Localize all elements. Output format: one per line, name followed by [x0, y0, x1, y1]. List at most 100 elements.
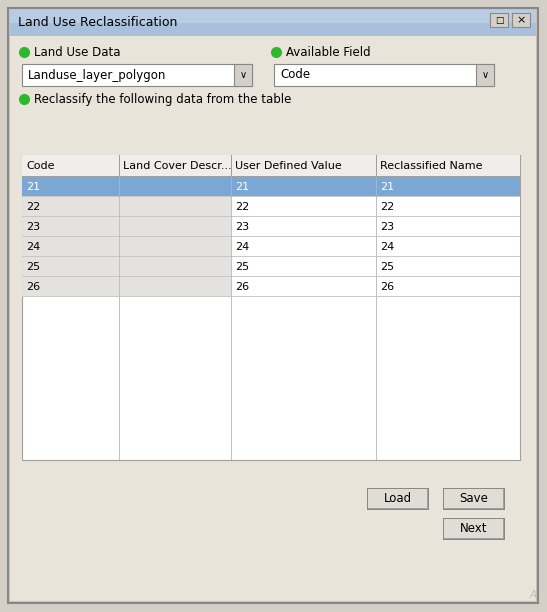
Bar [119, 155, 120, 177]
Text: Available Field: Available Field [286, 45, 371, 59]
Bar [22, 276, 520, 277]
Bar [119, 277, 120, 297]
Text: A: A [530, 590, 537, 600]
Bar [368, 489, 428, 509]
Text: 26: 26 [26, 282, 40, 292]
Text: User Defined Value: User Defined Value [235, 161, 342, 171]
Text: Land Cover Descr...: Land Cover Descr... [123, 161, 232, 171]
Bar [22, 155, 520, 460]
Bar [231, 257, 520, 277]
Text: 22: 22 [26, 202, 40, 212]
Text: 25: 25 [380, 262, 394, 272]
Text: Reclassified Name: Reclassified Name [380, 161, 482, 171]
Bar [444, 519, 504, 539]
Bar [444, 519, 504, 539]
Bar [119, 177, 120, 460]
Bar [10, 10, 536, 36]
Text: 22: 22 [380, 202, 394, 212]
Bar [231, 237, 232, 257]
Bar [444, 508, 504, 509]
Text: 25: 25 [235, 262, 249, 272]
Bar [119, 197, 120, 217]
Bar [231, 217, 520, 237]
Bar [376, 177, 377, 197]
Bar [22, 296, 520, 297]
Bar [231, 177, 232, 460]
Text: Land Use Data: Land Use Data [34, 45, 120, 59]
Bar [22, 277, 231, 297]
Text: 22: 22 [235, 202, 249, 212]
Bar [367, 488, 429, 510]
Text: 21: 21 [380, 182, 394, 192]
Text: □: □ [494, 15, 503, 24]
Bar [22, 64, 252, 86]
Bar [444, 489, 504, 509]
Bar [231, 197, 232, 217]
Bar [368, 489, 428, 509]
Bar [503, 489, 504, 509]
Text: Reclassify the following data from the table: Reclassify the following data from the t… [34, 92, 292, 105]
Bar [22, 196, 520, 197]
Bar [376, 257, 377, 277]
Text: 25: 25 [26, 262, 40, 272]
Bar [376, 155, 377, 177]
Bar [512, 13, 530, 27]
Bar [231, 217, 232, 237]
Bar [231, 237, 520, 257]
Text: Landuse_layer_polygon: Landuse_layer_polygon [28, 69, 166, 81]
Bar [231, 277, 232, 297]
Bar [119, 217, 120, 237]
Text: 24: 24 [235, 242, 249, 252]
Bar [22, 217, 231, 237]
Bar [22, 177, 520, 197]
Bar [10, 23, 536, 36]
Bar [368, 508, 428, 509]
Bar [376, 217, 377, 237]
Bar [476, 64, 494, 86]
Bar [376, 197, 377, 217]
Bar [22, 256, 520, 257]
Bar [234, 64, 252, 86]
Bar [231, 197, 520, 217]
Bar [444, 538, 504, 539]
Bar [376, 237, 377, 257]
Bar [119, 177, 120, 197]
Bar [443, 518, 505, 540]
Bar [231, 177, 232, 197]
Text: Land Use Reclassification: Land Use Reclassification [18, 17, 177, 29]
Bar [22, 197, 231, 217]
Bar [22, 257, 231, 277]
Text: Code: Code [280, 69, 310, 81]
Bar [490, 13, 508, 27]
Text: Save: Save [459, 493, 488, 506]
Bar [231, 277, 520, 297]
Bar [503, 519, 504, 539]
Bar [376, 277, 377, 297]
Bar [231, 155, 232, 177]
Bar [119, 237, 120, 257]
Bar [427, 489, 428, 509]
Text: Load: Load [384, 493, 412, 506]
Text: 23: 23 [380, 222, 394, 232]
Bar [376, 177, 377, 460]
Text: 26: 26 [380, 282, 394, 292]
Text: ∨: ∨ [240, 70, 247, 80]
Text: 24: 24 [380, 242, 394, 252]
Bar [22, 216, 520, 217]
Bar [231, 257, 232, 277]
Text: 24: 24 [26, 242, 40, 252]
Bar [119, 257, 120, 277]
Bar [274, 64, 494, 86]
Bar [22, 155, 520, 177]
Text: 26: 26 [235, 282, 249, 292]
Bar [22, 236, 520, 237]
Bar [22, 237, 231, 257]
Text: Code: Code [26, 161, 55, 171]
Text: ×: × [516, 15, 526, 25]
Bar [22, 176, 520, 177]
Bar [443, 488, 505, 510]
Text: Next: Next [460, 523, 488, 536]
Text: ∨: ∨ [481, 70, 488, 80]
Bar [444, 489, 504, 509]
Text: 23: 23 [235, 222, 249, 232]
